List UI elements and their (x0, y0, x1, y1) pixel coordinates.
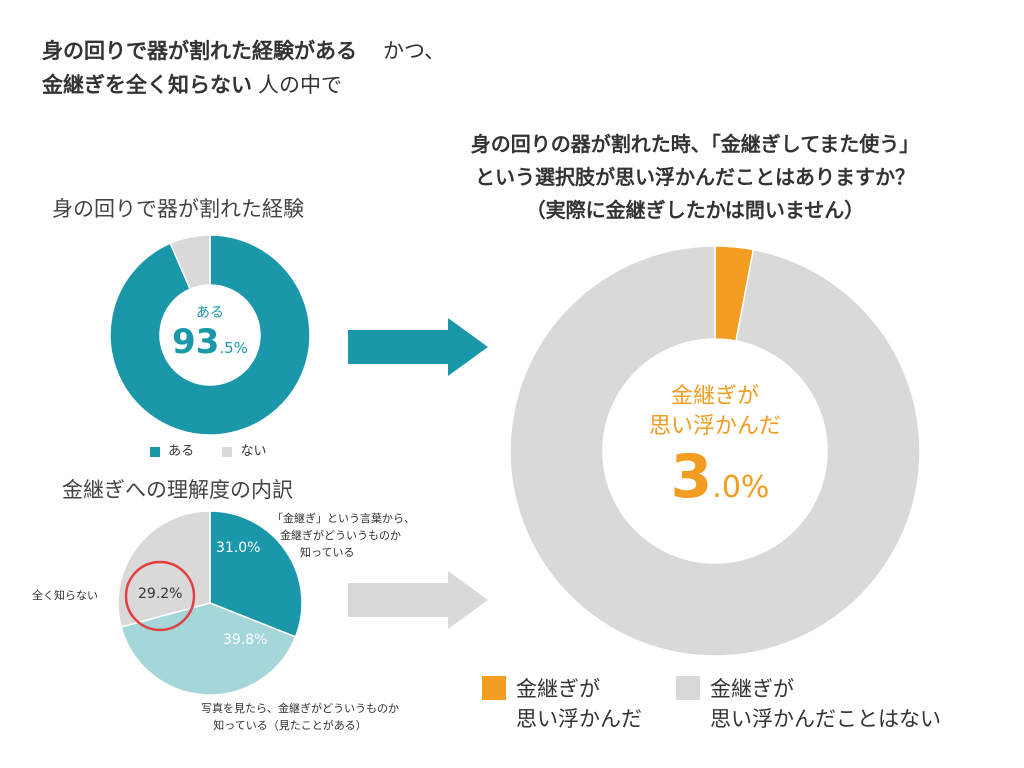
chart3-center: 金継ぎが 思い浮かんだ 3.0% (600, 382, 830, 527)
chart2-value-label-2: 39.8% (223, 632, 268, 648)
chart2-annotation-1: 「金継ぎ」という言葉から、 金継ぎがどういうものか 知っている (272, 510, 415, 561)
header-line-1: 身の回りで器が割れた経験がある かつ、 (42, 34, 445, 68)
chart2-annotation-1-line-2: 金継ぎがどういうものか (280, 529, 401, 542)
legend-label-nai-3: 金継ぎが 思い浮かんだことはない (710, 674, 941, 734)
chart3-title-line-1: 身の回りの器が割れた時、「金継ぎしてまた使う」 (470, 132, 920, 156)
chart2-slice-3 (117, 510, 211, 628)
chart2-annotation-2: 写真を見たら、金継ぎがどういうものか 知っている（見たことがある） (175, 700, 425, 734)
chart3-center-label-line-2: 思い浮かんだ (648, 414, 781, 439)
legend-label-nai-3-line-2: 思い浮かんだことはない (710, 707, 941, 731)
header-line-2-rest: 人の中で (258, 73, 342, 97)
chart1-center-value: 93.5% (160, 322, 260, 368)
chart3-center-value-main: 3 (670, 442, 713, 512)
legend-label-nai: ない (240, 444, 267, 459)
arrow-teal-icon (348, 318, 488, 376)
chart2-value-label-1: 31.0% (216, 540, 261, 556)
header-line-1-rest: かつ、 (383, 39, 446, 63)
chart3-center-value-rest: .0% (712, 470, 770, 505)
chart1-slice-1 (109, 234, 311, 436)
chart3-center-value: 3.0% (610, 442, 830, 527)
chart3-title-line-3: （実際に金継ぎしたかは問いません） (525, 198, 865, 222)
chart2-title: 金継ぎへの理解度の内訳 (62, 478, 293, 502)
chart2-value-label-3: 29.2% (138, 586, 183, 602)
legend-swatch-aru (150, 446, 160, 457)
chart1-title: 身の回りで器が割れた経験 (52, 197, 304, 221)
header-line-2-bold: 金継ぎを全く知らない (42, 73, 252, 97)
chart1-center-value-rest: .5% (219, 339, 248, 357)
legend-label-nai-3-line-1: 金継ぎが (710, 677, 794, 701)
chart1-center-label: ある (196, 305, 224, 321)
chart2-annotation-2-line-2: 知っている（見たことがある） (213, 719, 367, 732)
header-line-1-bold: 身の回りで器が割れた経験がある (42, 39, 357, 63)
chart2-annotation-3: 全く知らない (32, 589, 98, 602)
chart2-annotation-1-line-1: 「金継ぎ」という言葉から、 (272, 512, 415, 525)
legend-label-aru: ある (168, 444, 195, 459)
chart3-slice-2 (509, 245, 921, 657)
chart1-slice-2 (169, 234, 211, 291)
legend-label-omoiukanda-line-1: 金継ぎが (516, 677, 600, 701)
arrow-gray-icon (348, 571, 488, 629)
chart1-center: ある 93.5% (160, 302, 260, 368)
page-header: 身の回りで器が割れた経験がある かつ、 金継ぎを全く知らない 人の中で (42, 34, 445, 102)
chart2-highlight-ring (124, 560, 196, 632)
legend-swatch-nai (222, 446, 233, 457)
chart2-annotation-2-line-1: 写真を見たら、金継ぎがどういうものか (201, 702, 399, 715)
legend-label-omoiukanda: 金継ぎが 思い浮かんだ (516, 674, 642, 734)
legend-swatch-omoiukanda (482, 676, 506, 700)
chart2-slice-2 (120, 602, 297, 696)
chart2-slice-1 (209, 510, 303, 638)
chart3-center-label-line-1: 金継ぎが (670, 384, 759, 409)
legend-swatch-nai-3 (676, 676, 700, 700)
chart1-center-value-main: 93 (172, 322, 220, 362)
chart2-annotation-1-line-3: 知っている (300, 546, 355, 559)
chart3-title: 身の回りの器が割れた時、「金継ぎしてまた使う」 という選択肢が思い浮かんだことは… (380, 128, 1010, 227)
header-line-2: 金継ぎを全く知らない 人の中で (42, 68, 445, 102)
chart1-legend: ある ない (150, 440, 266, 459)
chart3-title-line-2: という選択肢が思い浮かんだことはありますか？ (475, 165, 915, 189)
legend-label-omoiukanda-line-2: 思い浮かんだ (516, 707, 642, 731)
